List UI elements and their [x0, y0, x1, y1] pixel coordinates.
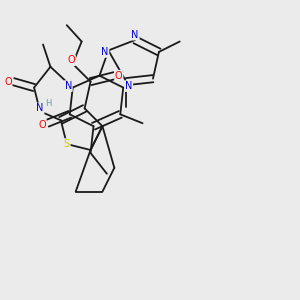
Text: O: O — [38, 120, 46, 130]
Text: H: H — [45, 99, 52, 108]
Text: O: O — [4, 76, 12, 87]
Text: S: S — [64, 139, 70, 149]
Text: N: N — [36, 103, 44, 113]
Text: N: N — [125, 81, 132, 91]
Text: N: N — [131, 30, 139, 40]
Text: O: O — [115, 71, 123, 81]
Text: O: O — [68, 55, 75, 65]
Text: N: N — [64, 81, 72, 91]
Text: N: N — [101, 47, 109, 57]
